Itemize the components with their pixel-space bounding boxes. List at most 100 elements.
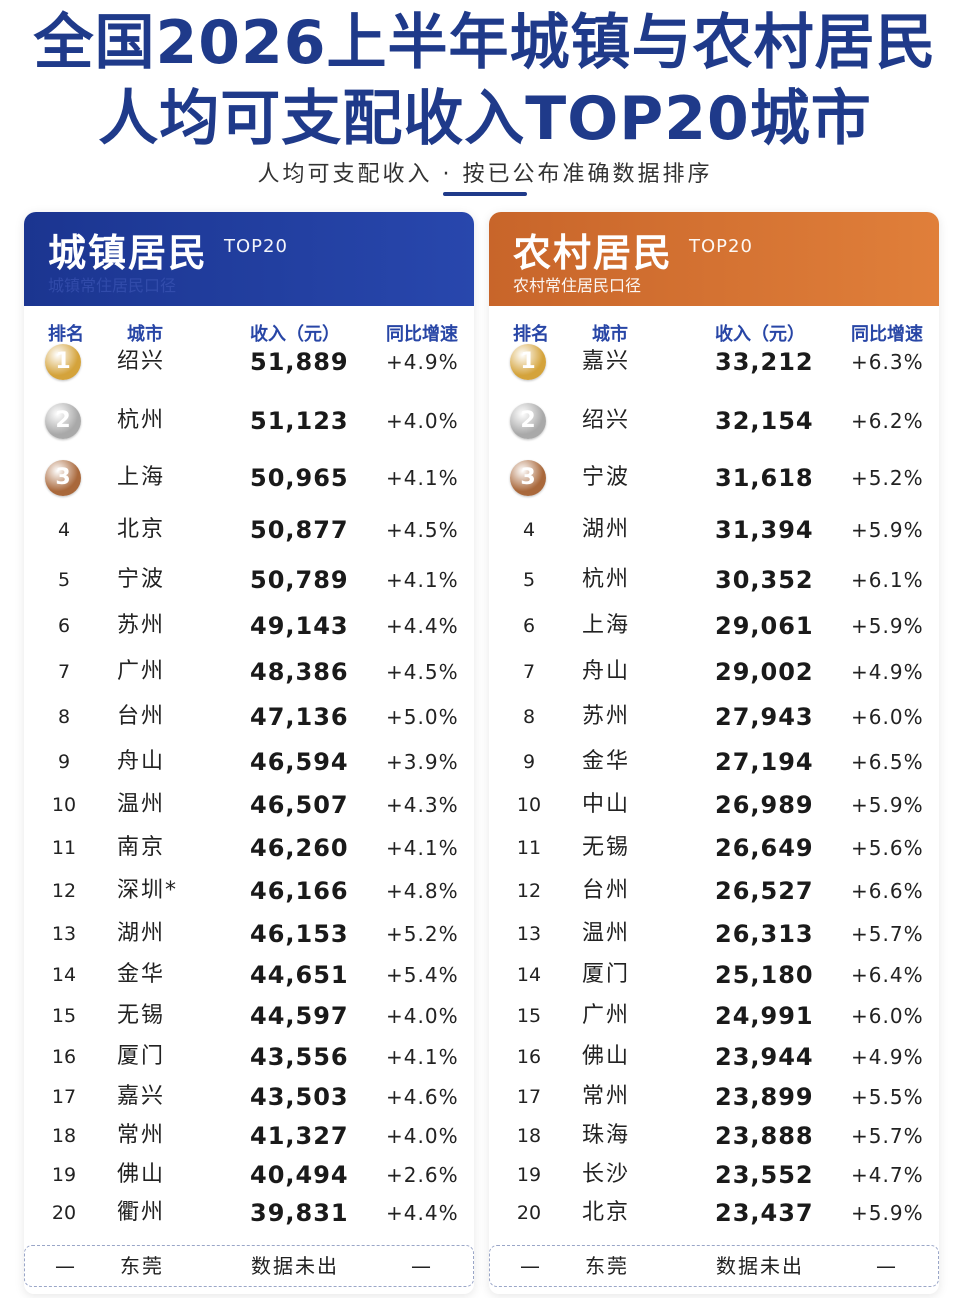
rural-panel-tag: TOP20 <box>689 236 753 257</box>
income-value: 46,507 <box>250 791 349 819</box>
growth-value: +4.9% <box>386 350 459 374</box>
rural-panel: 农村居民 TOP20 农村常住居民口径 排名 城市 收入（元） 同比增速 1 嘉兴… <box>489 212 939 1294</box>
city-name: 衢州 <box>117 1200 166 1225</box>
city-name: 北京 <box>117 517 166 542</box>
growth-value: +4.0% <box>386 1124 459 1148</box>
income-value: 25,180 <box>715 961 814 989</box>
table-row: 12 台州 26,527 +6.6% <box>489 871 939 911</box>
city-name: 嘉兴 <box>582 349 631 374</box>
table-row: 18 珠海 23,888 +5.7% <box>489 1116 939 1156</box>
table-row: 18 常州 41,327 +4.0% <box>24 1116 474 1156</box>
rank-number: 11 <box>51 837 77 859</box>
urban-footer-growth: — <box>411 1254 431 1278</box>
rank-number: 6 <box>522 615 536 637</box>
rank-medal: 1 <box>45 344 81 380</box>
city-name: 绍兴 <box>117 349 166 374</box>
rank-number: 9 <box>522 751 536 773</box>
city-name: 温州 <box>117 792 166 817</box>
table-row: 15 广州 24,991 +6.0% <box>489 996 939 1036</box>
growth-value: +4.9% <box>851 660 924 684</box>
table-row: 15 无锡 44,597 +4.0% <box>24 996 474 1036</box>
rural-footer-rank: — <box>520 1254 540 1278</box>
table-row: 3 上海 50,965 +4.1% <box>24 458 474 498</box>
growth-value: +6.1% <box>851 568 924 592</box>
table-row: 14 厦门 25,180 +6.4% <box>489 955 939 995</box>
rural-footer-city: 东莞 <box>585 1254 629 1278</box>
table-row: 12 深圳* 46,166 +4.8% <box>24 871 474 911</box>
table-row: 20 北京 23,437 +5.9% <box>489 1193 939 1233</box>
table-row: 11 南京 46,260 +4.1% <box>24 828 474 868</box>
urban-footer-city: 东莞 <box>120 1254 164 1278</box>
city-name: 温州 <box>582 921 631 946</box>
income-value: 39,831 <box>250 1199 349 1227</box>
table-row: 4 湖州 31,394 +5.9% <box>489 510 939 550</box>
rank-number: 10 <box>51 794 77 816</box>
income-value: 44,651 <box>250 961 349 989</box>
city-name: 苏州 <box>117 613 166 638</box>
income-value: 26,989 <box>715 791 814 819</box>
city-name: 湖州 <box>117 921 166 946</box>
table-row: 13 湖州 46,153 +5.2% <box>24 914 474 954</box>
income-value: 46,166 <box>250 877 349 905</box>
rank-number: 7 <box>522 661 536 683</box>
income-value: 33,212 <box>715 348 814 376</box>
income-value: 46,260 <box>250 834 349 862</box>
growth-value: +5.2% <box>851 466 924 490</box>
table-row: 17 常州 23,899 +5.5% <box>489 1077 939 1117</box>
table-row: 6 上海 29,061 +5.9% <box>489 606 939 646</box>
rural-col-city: 城市 <box>592 324 628 345</box>
income-value: 31,394 <box>715 516 814 544</box>
table-row: 7 广州 48,386 +4.5% <box>24 652 474 692</box>
city-name: 宁波 <box>117 567 166 592</box>
urban-panel: 城镇居民 TOP20 城镇常住居民口径 排名 城市 收入（元） 同比增速 1 绍兴… <box>24 212 474 1294</box>
rank-number: 8 <box>57 706 71 728</box>
growth-value: +4.1% <box>386 836 459 860</box>
urban-panel-title: 城镇居民 <box>48 231 209 275</box>
city-name: 金华 <box>117 962 166 987</box>
rank-medal: 3 <box>45 460 81 496</box>
rank-number: 17 <box>51 1086 77 1108</box>
growth-value: +4.5% <box>386 660 459 684</box>
income-value: 30,352 <box>715 566 814 594</box>
city-name: 佛山 <box>117 1162 166 1187</box>
income-value: 23,888 <box>715 1122 814 1150</box>
urban-footer-row: — 东莞 数据未出 — <box>24 1245 474 1287</box>
growth-value: +5.9% <box>851 793 924 817</box>
rank-medal: 2 <box>45 403 81 439</box>
city-name: 台州 <box>582 878 631 903</box>
table-row: 9 舟山 46,594 +3.9% <box>24 742 474 782</box>
income-value: 48,386 <box>250 658 349 686</box>
income-value: 50,965 <box>250 464 349 492</box>
city-name: 北京 <box>582 1200 631 1225</box>
city-name: 苏州 <box>582 704 631 729</box>
city-name: 长沙 <box>582 1162 631 1187</box>
city-name: 上海 <box>582 613 631 638</box>
growth-value: +4.4% <box>386 1201 459 1225</box>
growth-value: +3.9% <box>386 750 459 774</box>
urban-panel-note: 城镇常住居民口径 <box>48 276 177 295</box>
rural-footer-income: 数据未出 <box>716 1254 804 1278</box>
growth-value: +6.0% <box>851 705 924 729</box>
page-title-line2: 人均可支配收入TOP20城市 <box>98 84 872 154</box>
rank-medal: 3 <box>510 460 546 496</box>
urban-col-city: 城市 <box>127 324 163 345</box>
growth-value: +6.5% <box>851 750 924 774</box>
city-name: 无锡 <box>117 1003 166 1028</box>
city-name: 杭州 <box>582 567 631 592</box>
rank-number: 6 <box>57 615 71 637</box>
income-value: 49,143 <box>250 612 349 640</box>
rural-col-rank: 排名 <box>513 324 549 345</box>
growth-value: +6.3% <box>851 350 924 374</box>
rank-number: 17 <box>516 1086 542 1108</box>
income-value: 43,503 <box>250 1083 349 1111</box>
city-name: 湖州 <box>582 517 631 542</box>
income-value: 44,597 <box>250 1002 349 1030</box>
growth-value: +6.6% <box>851 879 924 903</box>
city-name: 深圳* <box>117 878 179 903</box>
table-row: 3 宁波 31,618 +5.2% <box>489 458 939 498</box>
city-name: 嘉兴 <box>117 1084 166 1109</box>
income-value: 24,991 <box>715 1002 814 1030</box>
rank-number: 20 <box>516 1202 542 1224</box>
table-row: 5 杭州 30,352 +6.1% <box>489 560 939 600</box>
city-name: 常州 <box>117 1123 166 1148</box>
